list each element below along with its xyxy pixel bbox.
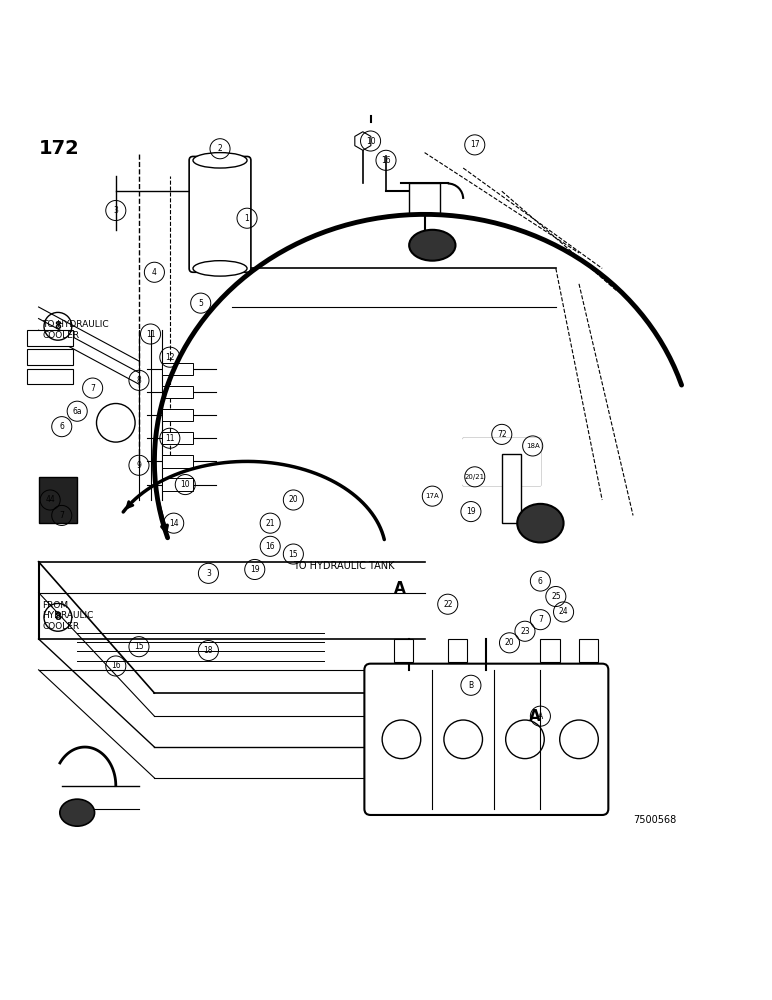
Text: 20/21: 20/21: [465, 474, 485, 480]
Text: 16: 16: [381, 156, 391, 165]
Text: 20: 20: [289, 495, 298, 504]
Text: 6a: 6a: [73, 407, 82, 416]
Bar: [162, 386, 193, 398]
Bar: [162, 478, 193, 491]
Text: 3: 3: [206, 569, 211, 578]
Bar: [162, 432, 193, 444]
Text: 6: 6: [538, 577, 543, 586]
Text: 3: 3: [113, 206, 118, 215]
Text: 21: 21: [266, 519, 275, 528]
Text: 44: 44: [46, 495, 55, 504]
Text: 2: 2: [218, 144, 222, 153]
Bar: [162, 409, 193, 421]
Bar: [540, 639, 560, 662]
Ellipse shape: [193, 261, 247, 276]
Text: 18: 18: [204, 646, 213, 655]
Ellipse shape: [193, 153, 247, 168]
Bar: [162, 363, 193, 375]
Text: 8: 8: [55, 321, 61, 331]
Text: 7: 7: [90, 384, 95, 393]
Bar: [448, 639, 467, 662]
FancyBboxPatch shape: [189, 156, 251, 272]
Text: 17: 17: [470, 140, 479, 149]
Text: 15: 15: [134, 642, 144, 651]
Text: 18A: 18A: [526, 443, 540, 449]
Bar: [394, 639, 413, 662]
Text: 172: 172: [39, 139, 80, 158]
Text: 19: 19: [466, 507, 476, 516]
Text: TO HYDRAULIC
COOLER: TO HYDRAULIC COOLER: [42, 320, 109, 340]
Text: 8: 8: [137, 376, 141, 385]
Text: 20: 20: [505, 638, 514, 647]
Text: 16: 16: [111, 661, 120, 670]
Ellipse shape: [517, 504, 564, 542]
Text: 24: 24: [559, 607, 568, 616]
Text: 4: 4: [152, 268, 157, 277]
Text: 14: 14: [169, 519, 178, 528]
Text: 10: 10: [181, 480, 190, 489]
Text: 16: 16: [266, 542, 275, 551]
Bar: [27, 349, 73, 365]
Text: 7: 7: [59, 511, 64, 520]
Text: 72: 72: [497, 430, 506, 439]
Text: 7: 7: [538, 615, 543, 624]
Text: B: B: [469, 681, 473, 690]
Text: 7500568: 7500568: [633, 815, 676, 825]
Text: 19: 19: [250, 565, 259, 574]
Text: 9: 9: [137, 461, 141, 470]
Text: 6: 6: [59, 422, 64, 431]
Ellipse shape: [409, 230, 455, 261]
Bar: [27, 369, 73, 384]
Bar: [27, 330, 73, 346]
Bar: [39, 477, 77, 523]
Text: FROM
HYDRAULIC
COOLER: FROM HYDRAULIC COOLER: [42, 601, 94, 631]
Text: 11: 11: [165, 434, 174, 443]
Bar: [409, 183, 440, 214]
Text: 11: 11: [146, 330, 155, 339]
Ellipse shape: [59, 799, 94, 826]
Text: A: A: [529, 709, 540, 724]
Text: 1: 1: [245, 214, 249, 223]
Bar: [579, 639, 598, 662]
Text: A: A: [538, 712, 543, 721]
Text: TO HYDRAULIC TANK: TO HYDRAULIC TANK: [293, 561, 394, 571]
Bar: [502, 454, 521, 523]
Text: 12: 12: [165, 353, 174, 362]
Text: 23: 23: [520, 627, 530, 636]
Bar: [162, 455, 193, 468]
Text: 5: 5: [198, 299, 203, 308]
FancyBboxPatch shape: [364, 664, 608, 815]
Text: 8: 8: [55, 612, 61, 622]
Polygon shape: [463, 438, 540, 485]
Text: 17A: 17A: [425, 493, 439, 499]
Text: 25: 25: [551, 592, 560, 601]
Text: A: A: [394, 581, 405, 596]
Text: 22: 22: [443, 600, 452, 609]
Text: 15: 15: [289, 550, 298, 559]
Text: 10: 10: [366, 137, 375, 146]
